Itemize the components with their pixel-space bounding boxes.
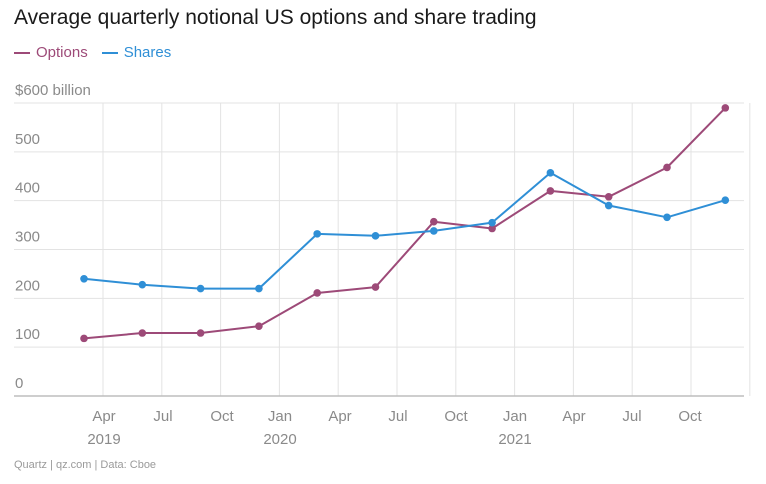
legend-item-shares: Shares — [101, 44, 172, 61]
data-point-shares — [721, 196, 730, 204]
year-label: 2020 — [263, 431, 296, 448]
x-tick-label: Oct — [444, 408, 468, 425]
data-point-options — [721, 104, 730, 112]
y-tick-label: $600 billion — [15, 82, 91, 99]
data-point-options — [546, 187, 555, 195]
source-note: Quartz | qz.com | Data: Cboe — [14, 459, 157, 471]
y-tick-label: 500 — [15, 131, 40, 148]
y-tick-label: 100 — [15, 326, 40, 343]
data-point-shares — [604, 201, 613, 210]
legend-swatch-options — [14, 51, 30, 54]
data-point-options — [138, 329, 147, 337]
data-point-shares — [546, 169, 555, 177]
x-tick-label: Oct — [678, 408, 702, 425]
data-point-shares — [196, 284, 205, 293]
legend-swatch-shares — [101, 51, 118, 54]
legend-label-shares: Shares — [123, 44, 172, 61]
x-tick-label: Oct — [210, 408, 234, 425]
chart-title: Average quarterly notional US options an… — [14, 6, 537, 29]
y-tick-label: 0 — [15, 375, 23, 392]
y-tick-label: 300 — [15, 229, 40, 246]
year-label: 2019 — [87, 431, 120, 448]
data-point-options — [604, 192, 613, 201]
legend-item-options: Options — [14, 44, 88, 61]
data-point-options — [663, 163, 671, 172]
x-tick-label: Jan — [268, 408, 292, 425]
data-point-options — [488, 224, 496, 233]
series-line-options — [83, 107, 727, 340]
year-label: 2021 — [498, 431, 531, 448]
data-point-options — [255, 322, 263, 330]
x-tick-label: Jul — [153, 408, 172, 425]
grid-layer — [14, 102, 751, 396]
x-tick-label: Jul — [622, 408, 641, 425]
data-point-options — [196, 329, 205, 337]
y-tick-label: 400 — [15, 180, 40, 197]
data-point-options — [313, 289, 322, 297]
data-point-shares — [138, 280, 147, 289]
data-point-shares — [255, 284, 263, 293]
series-layer — [80, 104, 730, 343]
legend: Options Shares — [14, 44, 171, 61]
x-tick-label: Apr — [562, 408, 585, 425]
data-point-options — [80, 334, 88, 343]
data-point-shares — [313, 230, 322, 238]
x-tick-label: Jul — [388, 408, 407, 425]
data-point-shares — [430, 227, 438, 235]
data-point-options — [430, 217, 438, 226]
y-tick-label: 200 — [15, 277, 40, 294]
x-tick-label: Apr — [328, 408, 351, 425]
data-point-shares — [663, 213, 671, 222]
axis-layer: 0 100 200 300 400 500 $600 billion Apr Jul Oct Jan… — [14, 82, 744, 448]
data-point-options — [371, 283, 380, 291]
data-point-shares — [488, 218, 496, 227]
x-tick-label: Apr — [92, 408, 115, 425]
series-line-shares — [83, 171, 726, 290]
x-tick-label: Jan — [503, 408, 527, 425]
legend-label-options: Options — [36, 44, 88, 61]
data-point-shares — [371, 232, 380, 240]
data-point-shares — [80, 275, 88, 283]
